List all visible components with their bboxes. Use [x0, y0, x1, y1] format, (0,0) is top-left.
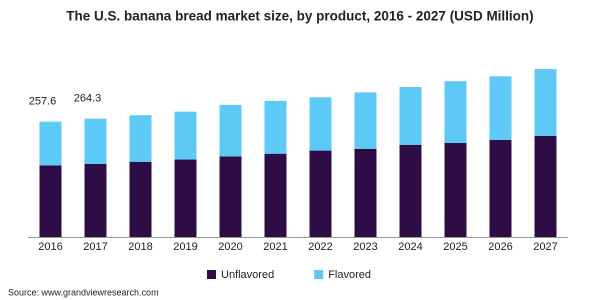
bar-segment: [399, 144, 422, 237]
bar-segment: [84, 118, 107, 165]
x-tick-label: 2025: [443, 241, 467, 253]
bar-segment: [444, 142, 467, 237]
x-tick-label: 2026: [488, 241, 512, 253]
bar-segment: [309, 150, 332, 237]
bar-segment: [354, 148, 377, 237]
x-tick-label: 2027: [533, 241, 557, 253]
bar-segment: [489, 76, 512, 140]
x-tick-label: 2019: [173, 241, 197, 253]
chart-title: The U.S. banana bread market size, by pr…: [66, 9, 533, 24]
bar-segment: [129, 161, 152, 237]
x-tick-label: 2020: [218, 241, 242, 253]
x-tick-label: 2016: [38, 241, 62, 253]
total-label: 264.3: [74, 93, 102, 105]
bar-segment: [444, 81, 467, 143]
bar-segment: [129, 115, 152, 162]
legend-swatch: [314, 270, 324, 279]
bar-segment: [39, 121, 62, 166]
bar-segment: [174, 159, 197, 237]
bar-segment: [174, 111, 197, 160]
x-tick-label: 2024: [398, 241, 422, 253]
total-label: 257.6: [29, 96, 57, 108]
legend-label: Flavored: [328, 269, 371, 281]
bar-segment: [264, 100, 287, 154]
x-tick-label: 2022: [308, 241, 332, 253]
legend-swatch: [207, 270, 216, 279]
source: Source: www.grandviewresearch.com: [8, 287, 159, 297]
bar-segment: [489, 139, 512, 237]
x-tick-label: 2017: [83, 241, 107, 253]
bar-segment: [534, 69, 557, 136]
x-tick-label: 2018: [128, 241, 152, 253]
bar-segment: [219, 104, 242, 157]
bar-segment: [354, 92, 377, 149]
bar-segment: [399, 87, 422, 145]
bar-segment: [39, 165, 62, 237]
x-tick-label: 2023: [353, 241, 377, 253]
bar-segment: [534, 135, 557, 237]
bar-segment: [264, 153, 287, 237]
bar-segment: [219, 156, 242, 237]
bar-segment: [309, 97, 332, 151]
x-tick-label: 2021: [263, 241, 287, 253]
bar-segment: [84, 164, 107, 237]
legend-label: Unflavored: [221, 269, 274, 281]
